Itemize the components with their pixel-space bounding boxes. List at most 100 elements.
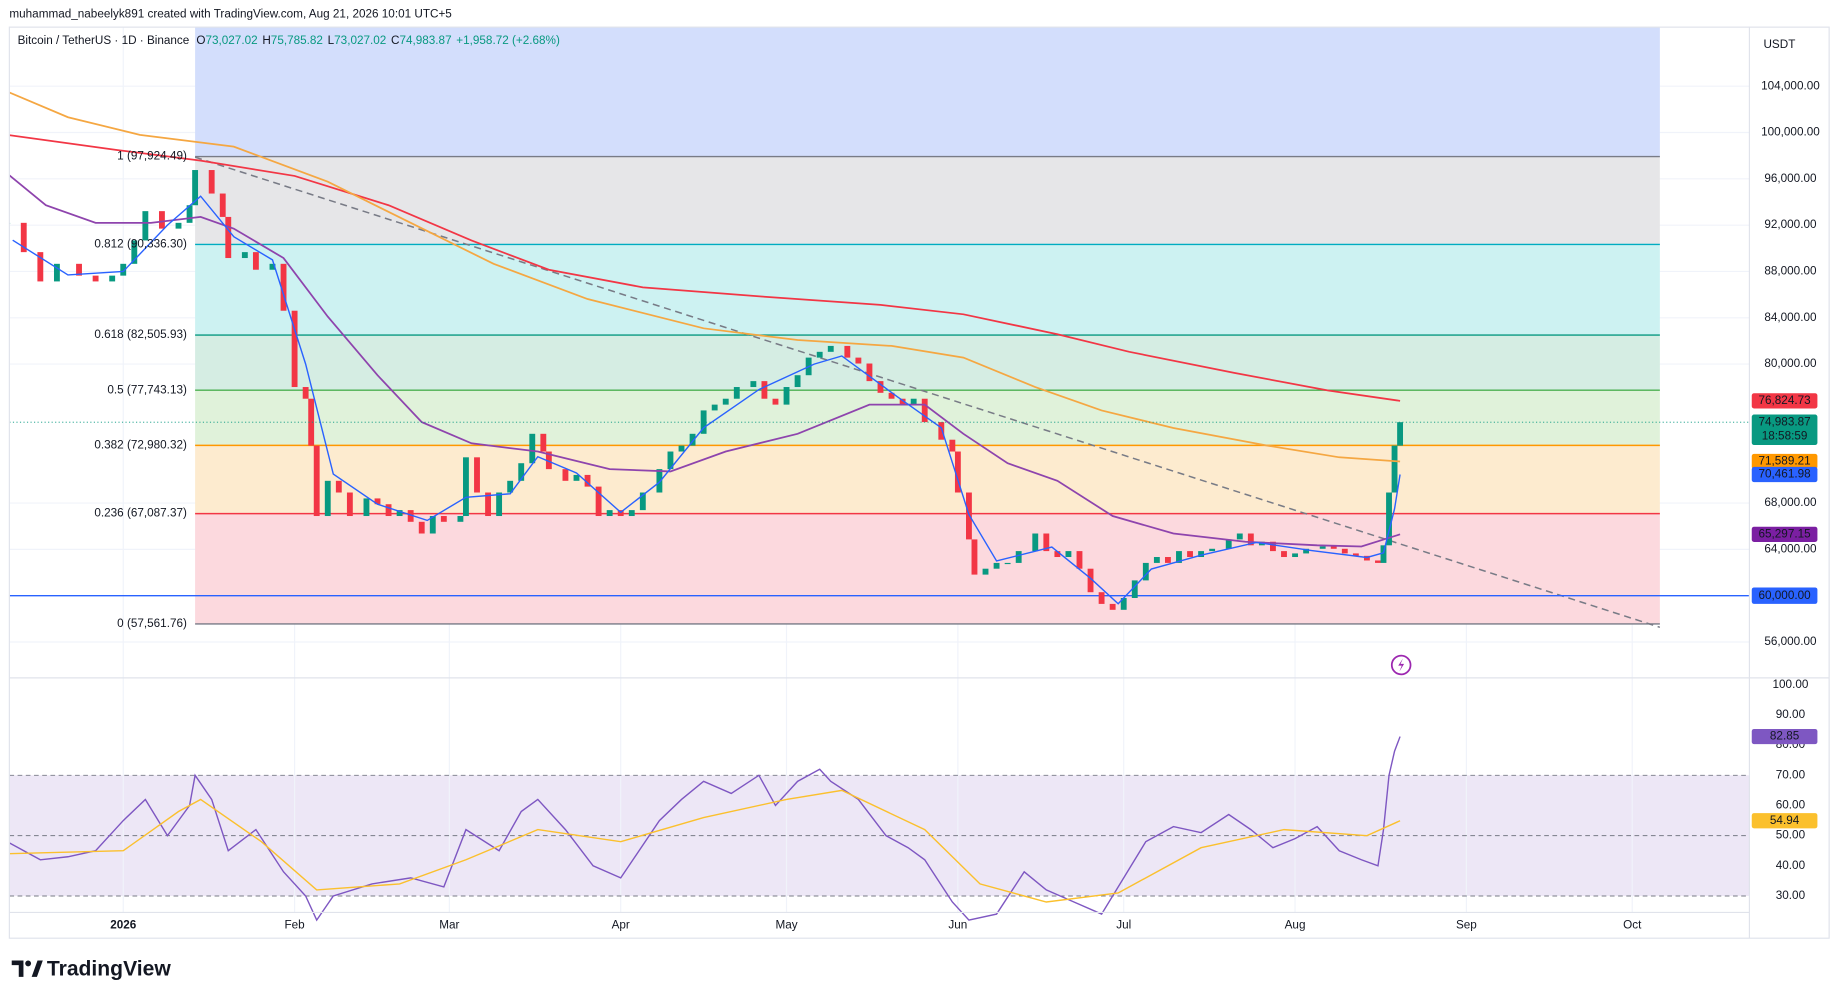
- candle: [1270, 541, 1276, 552]
- candle: [1281, 551, 1287, 558]
- candle: [1397, 422, 1404, 446]
- x-tick-label: Feb: [284, 918, 305, 931]
- candle: [910, 398, 917, 405]
- candle: [1098, 592, 1105, 604]
- candle: [1198, 551, 1205, 558]
- fib-label: 0.618 (82,505.93): [94, 328, 187, 341]
- candle: [280, 263, 287, 311]
- candle: [667, 451, 674, 470]
- indicator-line: [9, 174, 1401, 548]
- alert-icon[interactable]: [1390, 654, 1412, 676]
- candle: [363, 498, 370, 517]
- candle: [628, 510, 635, 517]
- indicator-line: [9, 134, 1401, 402]
- y-tick-label: 56,000.00: [1764, 635, 1817, 648]
- candle: [899, 398, 906, 405]
- y-tick-label: 70.00: [1776, 768, 1806, 781]
- brand: TradingView: [47, 957, 171, 980]
- candle: [225, 216, 232, 259]
- x-tick-label: 2026: [110, 918, 137, 931]
- candle: [518, 463, 525, 481]
- x-tick-label: Sep: [1456, 918, 1477, 931]
- candle: [269, 263, 276, 270]
- y-tick-label: 68,000.00: [1764, 496, 1817, 509]
- candle: [76, 263, 82, 276]
- price-tag-label: 82.85: [1770, 730, 1800, 743]
- candle: [1015, 551, 1022, 563]
- fib-label: 0.812 (90,336.30): [94, 238, 187, 251]
- price-tag: [1751, 587, 1818, 604]
- price-tag: [1751, 466, 1818, 483]
- candle: [529, 433, 536, 464]
- ohlc-label: L: [328, 34, 335, 47]
- candle: [1131, 580, 1138, 598]
- candle: [954, 451, 961, 493]
- candle: [844, 345, 851, 358]
- candle: [606, 510, 613, 517]
- candle: [241, 252, 248, 259]
- candle: [1352, 553, 1359, 556]
- candle: [584, 474, 591, 487]
- fib-label: 0.236 (67,087.37): [94, 507, 187, 520]
- indicator-line: [9, 789, 1401, 903]
- candle: [750, 381, 757, 388]
- price-tag-label: 74,983.87: [1759, 415, 1811, 428]
- candle: [192, 170, 199, 206]
- candle: [1341, 548, 1348, 554]
- candle: [733, 387, 740, 399]
- candle: [186, 205, 193, 223]
- candle: [1164, 557, 1171, 563]
- x-tick-label: May: [775, 918, 797, 931]
- brand-logo[interactable]: TradingView: [11, 957, 172, 980]
- candle: [1153, 557, 1160, 563]
- candle: [53, 263, 60, 282]
- y-tick-label: 100,000.00: [1761, 126, 1820, 139]
- candle: [888, 392, 895, 399]
- x-tick-label: Jun: [948, 918, 967, 931]
- y-tick-label: 80,000.00: [1764, 357, 1817, 370]
- candle: [396, 510, 403, 517]
- candle: [385, 504, 392, 517]
- candle: [208, 170, 215, 194]
- fib-band: [195, 445, 1660, 514]
- ohlc-value: 73,027.02: [205, 34, 257, 47]
- indicator-line: [9, 736, 1401, 922]
- fib-label: 1 (97,924.49): [117, 150, 187, 163]
- candle: [507, 480, 514, 493]
- candle: [573, 474, 580, 481]
- rsi-pane: [9, 736, 1750, 922]
- candle: [407, 510, 414, 522]
- candle: [1087, 568, 1094, 593]
- candle: [440, 516, 447, 522]
- candle: [252, 252, 259, 270]
- candle: [308, 398, 315, 446]
- ohlc-label: C: [391, 34, 400, 47]
- candle: [711, 404, 718, 411]
- candle: [324, 480, 331, 517]
- candle: [1043, 533, 1050, 552]
- price-tag-label: 60,000.00: [1759, 589, 1812, 602]
- candle: [783, 387, 790, 405]
- candle: [982, 568, 989, 575]
- candle: [866, 363, 873, 382]
- price-tag: [1751, 453, 1818, 470]
- symbol-legend: Bitcoin / TetherUS · 1D · Binance O73,027…: [18, 34, 560, 47]
- price-tag: [1751, 526, 1818, 542]
- candle: [827, 345, 834, 352]
- candle: [142, 211, 149, 241]
- candle: [1319, 546, 1326, 549]
- candle: [545, 451, 552, 470]
- price-tag-label: 76,824.73: [1759, 394, 1811, 407]
- price-tag-label: 71,589.21: [1759, 455, 1811, 468]
- candle: [656, 469, 663, 493]
- fib-label: 0 (57,561.76): [117, 617, 187, 630]
- y-tick-label: 100.00: [1773, 678, 1809, 691]
- candle: [1176, 551, 1182, 563]
- candle: [1247, 533, 1254, 546]
- candle: [1386, 492, 1392, 546]
- candle: [1120, 597, 1127, 610]
- fib-label: 0.5 (77,743.13): [107, 383, 187, 396]
- fib-band: [195, 27, 1660, 157]
- candle: [1209, 548, 1216, 552]
- trendline: [194, 156, 1661, 629]
